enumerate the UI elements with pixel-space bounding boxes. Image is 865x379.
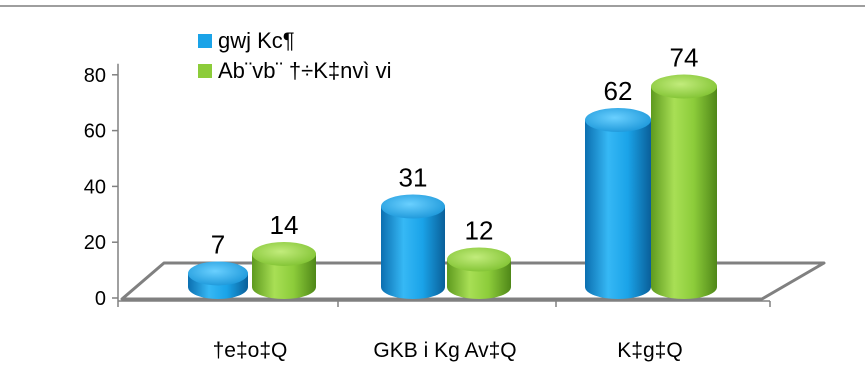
- bar-body: [651, 86, 717, 299]
- x-category-label: K‡g‡Q: [617, 339, 682, 362]
- y-tick-label: 20: [84, 232, 106, 254]
- bar-0-0: [188, 261, 248, 299]
- legend-label: Ab¨vb¨ †÷K‡nvì vi: [218, 58, 391, 83]
- data-label: 7: [211, 229, 225, 259]
- bar-body: [381, 206, 445, 299]
- bar-0-2: [585, 108, 651, 300]
- bar-1-0: [252, 241, 316, 299]
- bar-cap: [447, 247, 511, 272]
- legend-swatch: [198, 34, 212, 48]
- x-category-label: †e‡o‡Q: [213, 339, 288, 362]
- y-tick-label: 60: [84, 121, 106, 143]
- bar-cap: [381, 194, 445, 219]
- data-label: 14: [270, 210, 299, 240]
- y-axis: 0 20 40 60 80: [84, 63, 119, 310]
- bar-1-1: [447, 247, 511, 299]
- data-label: 12: [465, 216, 494, 246]
- data-labels: 7 14 31 12 62 74: [211, 43, 699, 260]
- legend-label: gwj Kc¶: [218, 28, 295, 53]
- bar-cap: [585, 108, 651, 133]
- legend: gwj Kc¶ Ab¨vb¨ †÷K‡nvì vi: [198, 28, 391, 83]
- legend-swatch: [198, 64, 212, 78]
- data-label: 74: [670, 43, 699, 73]
- y-tick-label: 80: [84, 65, 106, 87]
- bar-cap: [252, 241, 316, 266]
- data-label: 62: [604, 76, 633, 106]
- y-tick-label: 0: [95, 288, 106, 310]
- y-tick-label: 40: [84, 176, 106, 198]
- x-category-label: GKB i Kg Av‡Q: [373, 339, 516, 362]
- bar-cap: [651, 74, 717, 99]
- bar-cap: [188, 261, 248, 286]
- bars: [188, 74, 717, 300]
- x-axis: †e‡o‡Q GKB i Kg Av‡Q K‡g‡Q: [117, 300, 771, 362]
- bar-1-2: [651, 74, 717, 299]
- data-label: 31: [399, 163, 428, 193]
- bar-body: [585, 120, 651, 300]
- bar-body: [252, 253, 316, 299]
- bar-0-1: [381, 194, 445, 299]
